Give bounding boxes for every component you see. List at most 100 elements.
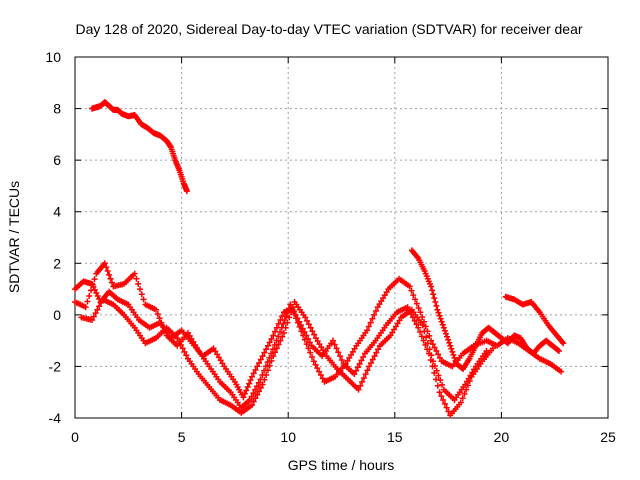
data-point — [90, 313, 97, 320]
data-point — [280, 329, 287, 336]
data-point — [364, 327, 371, 334]
x-tick-label: 0 — [71, 429, 79, 445]
data-point — [443, 404, 450, 411]
data-point — [252, 395, 259, 402]
data-point — [321, 350, 328, 357]
data-point — [424, 340, 431, 347]
data-point — [263, 346, 270, 353]
data-point — [275, 341, 282, 348]
data-point — [459, 395, 466, 402]
data-point — [411, 317, 418, 324]
data-point — [471, 366, 478, 373]
data-point — [297, 322, 304, 329]
data-point — [428, 352, 435, 359]
data-point — [383, 289, 390, 296]
data-point — [174, 335, 181, 342]
data-point — [380, 295, 387, 302]
data-point — [269, 346, 276, 353]
data-point — [348, 351, 355, 358]
data-point — [440, 396, 447, 403]
data-point — [272, 349, 279, 356]
data-point — [135, 280, 142, 287]
data-point — [417, 309, 424, 316]
data-point — [445, 408, 452, 415]
data-point — [558, 368, 565, 375]
data-point — [261, 376, 268, 383]
data-point — [430, 358, 437, 365]
data-point — [467, 372, 474, 379]
data-point — [371, 311, 378, 318]
x-tick-label: 20 — [494, 429, 510, 445]
data-point — [248, 393, 255, 400]
x-tick-label: 10 — [280, 429, 296, 445]
data-point — [433, 376, 440, 383]
data-point — [433, 302, 440, 309]
data-point — [442, 330, 449, 337]
data-point — [273, 345, 280, 352]
data-point — [392, 323, 399, 330]
data-point — [358, 357, 365, 364]
data-point — [437, 315, 444, 322]
data-point — [264, 359, 271, 366]
data-point — [428, 337, 435, 344]
data-point — [423, 334, 430, 341]
data-point — [440, 324, 447, 331]
data-point — [94, 292, 101, 299]
data-point — [438, 393, 445, 400]
data-point — [364, 367, 371, 374]
data-point — [303, 341, 310, 348]
data-point — [301, 329, 308, 336]
data-point — [353, 367, 360, 374]
data-point — [247, 377, 254, 384]
data-point — [184, 329, 191, 336]
data-point — [359, 378, 366, 385]
data-point — [408, 287, 415, 294]
data-point — [413, 300, 420, 307]
data-point — [299, 325, 306, 332]
data-point — [351, 345, 358, 352]
data-point — [270, 353, 277, 360]
data-point — [309, 353, 316, 360]
data-point — [246, 380, 253, 387]
data-point — [94, 306, 101, 313]
data-point — [335, 349, 342, 356]
data-point — [355, 386, 362, 393]
data-point — [444, 333, 451, 340]
data-point — [240, 394, 247, 401]
data-point — [137, 286, 144, 293]
data-point — [106, 271, 113, 278]
data-point — [310, 358, 317, 365]
data-point — [429, 341, 436, 348]
data-point — [436, 389, 443, 396]
data-point — [283, 313, 290, 320]
data-point — [329, 337, 336, 344]
x-tick-labels: 0 5 10 15 20 25 — [71, 429, 616, 445]
data-point — [354, 364, 361, 371]
data-point — [92, 310, 99, 317]
data-point — [435, 351, 442, 358]
data-point — [97, 299, 104, 306]
data-point — [320, 347, 327, 354]
data-point — [410, 292, 417, 299]
data-point — [367, 359, 374, 366]
data-point — [262, 363, 269, 370]
data-point — [253, 383, 260, 390]
data-point — [177, 341, 184, 348]
data-point — [418, 333, 425, 340]
data-point — [316, 341, 323, 348]
data-point — [96, 303, 103, 310]
data-point — [333, 345, 340, 352]
data-point — [430, 291, 437, 298]
data-point — [317, 372, 324, 379]
data-point — [212, 348, 219, 355]
data-point — [250, 390, 257, 397]
data-point — [183, 188, 190, 195]
data-point — [434, 306, 441, 313]
data-point — [252, 366, 259, 373]
data-point — [186, 332, 193, 339]
data-point — [270, 332, 277, 339]
data-point — [266, 339, 273, 346]
data-point — [420, 318, 427, 325]
data-point — [215, 354, 222, 361]
data-point — [107, 275, 114, 282]
